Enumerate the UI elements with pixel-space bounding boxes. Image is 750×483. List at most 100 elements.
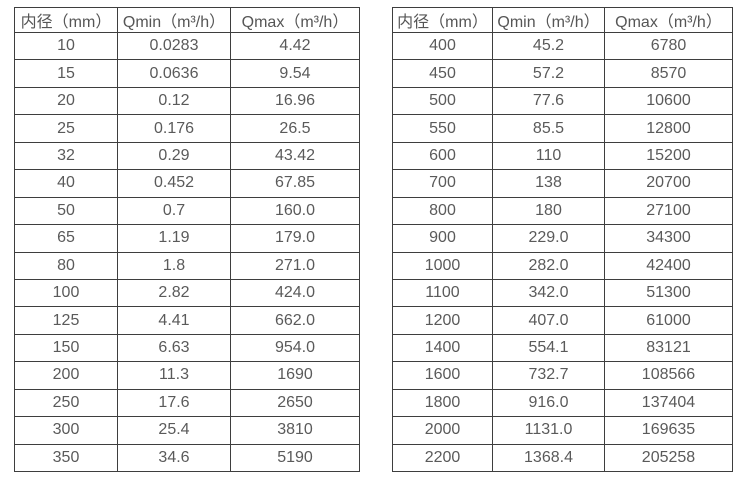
- table-row: 125 4.41 662.0: [14, 306, 360, 335]
- table-cell: 0.12: [117, 86, 231, 116]
- table-cell: 450: [392, 59, 493, 88]
- table-cell: 250: [14, 388, 118, 418]
- table-cell: 27100: [604, 196, 733, 226]
- table-cell: 25: [14, 114, 118, 143]
- column-header: 内径（mm）: [392, 7, 493, 33]
- table-cell: 50: [14, 196, 118, 226]
- table-cell: 271.0: [230, 251, 360, 280]
- table-cell: 125: [14, 306, 118, 335]
- table-row: 2000 1131.0 169635: [392, 416, 733, 445]
- table-cell: 1000: [392, 251, 493, 280]
- table-cell: 554.1: [492, 333, 605, 363]
- table-cell: 83121: [604, 333, 733, 363]
- table-cell: 300: [14, 416, 118, 445]
- table-cell: 16.96: [230, 86, 360, 116]
- table-cell: 42400: [604, 251, 733, 280]
- table-row: 1800 916.0 137404: [392, 388, 733, 418]
- table-cell: 4.42: [230, 31, 360, 61]
- table-cell: 1690: [230, 361, 360, 390]
- table-cell: 12800: [604, 114, 733, 143]
- table-cell: 1131.0: [492, 416, 605, 445]
- table-cell: 15200: [604, 141, 733, 171]
- header-row: 内径（mm） Qmin（m³/h） Qmax（m³/h）: [392, 7, 733, 33]
- table-cell: 900: [392, 224, 493, 253]
- table-row: 15 0.0636 9.54: [14, 59, 360, 88]
- table-cell: 26.5: [230, 114, 360, 143]
- table-cell: 169635: [604, 416, 733, 445]
- table-cell: 2000: [392, 416, 493, 445]
- table-cell: 57.2: [492, 59, 605, 88]
- table-cell: 4.41: [117, 306, 231, 335]
- table-row: 700 138 20700: [392, 169, 733, 198]
- table-cell: 40: [14, 169, 118, 198]
- table-row: 400 45.2 6780: [392, 31, 733, 61]
- table-row: 1200 407.0 61000: [392, 306, 733, 335]
- table-cell: 85.5: [492, 114, 605, 143]
- header-row: 内径（mm） Qmin（m³/h） Qmax（m³/h）: [14, 7, 360, 33]
- column-header: Qmin（m³/h）: [117, 7, 231, 33]
- table-row: 900 229.0 34300: [392, 224, 733, 253]
- table-cell: 6780: [604, 31, 733, 61]
- table-cell: 1368.4: [492, 443, 605, 473]
- table-row: 450 57.2 8570: [392, 59, 733, 88]
- table-cell: 67.85: [230, 169, 360, 198]
- table-cell: 1600: [392, 361, 493, 390]
- table-cell: 65: [14, 224, 118, 253]
- table-cell: 108566: [604, 361, 733, 390]
- table-cell: 2200: [392, 443, 493, 473]
- table-cell: 407.0: [492, 306, 605, 335]
- table-cell: 6.63: [117, 333, 231, 363]
- table-row: 32 0.29 43.42: [14, 141, 360, 171]
- table-cell: 8570: [604, 59, 733, 88]
- table-cell: 20700: [604, 169, 733, 198]
- table-cell: 350: [14, 443, 118, 473]
- table-row: 10 0.0283 4.42: [14, 31, 360, 61]
- table-row: 300 25.4 3810: [14, 416, 360, 445]
- column-header: Qmax（m³/h）: [604, 7, 733, 33]
- table-cell: 10: [14, 31, 118, 61]
- table-cell: 205258: [604, 443, 733, 473]
- table-cell: 9.54: [230, 59, 360, 88]
- table-cell: 20: [14, 86, 118, 116]
- table-cell: 0.0283: [117, 31, 231, 61]
- table-cell: 550: [392, 114, 493, 143]
- table-row: 100 2.82 424.0: [14, 278, 360, 308]
- table-cell: 916.0: [492, 388, 605, 418]
- table-row: 50 0.7 160.0: [14, 196, 360, 226]
- table-cell: 100: [14, 278, 118, 308]
- table-row: 250 17.6 2650: [14, 388, 360, 418]
- table-row: 150 6.63 954.0: [14, 333, 360, 363]
- table-cell: 1.8: [117, 251, 231, 280]
- table-cell: 600: [392, 141, 493, 171]
- table-cell: 15: [14, 59, 118, 88]
- column-header: 内径（mm）: [14, 7, 118, 33]
- table-cell: 1200: [392, 306, 493, 335]
- table-cell: 17.6: [117, 388, 231, 418]
- table-cell: 137404: [604, 388, 733, 418]
- table-cell: 34.6: [117, 443, 231, 473]
- table-row: 1100 342.0 51300: [392, 278, 733, 308]
- table-row: 25 0.176 26.5: [14, 114, 360, 143]
- table-cell: 150: [14, 333, 118, 363]
- table-cell: 61000: [604, 306, 733, 335]
- table-row: 500 77.6 10600: [392, 86, 733, 116]
- table-cell: 1100: [392, 278, 493, 308]
- table-cell: 954.0: [230, 333, 360, 363]
- table-row: 550 85.5 12800: [392, 114, 733, 143]
- table-cell: 3810: [230, 416, 360, 445]
- table-cell: 10600: [604, 86, 733, 116]
- table-row: 200 11.3 1690: [14, 361, 360, 390]
- table-cell: 500: [392, 86, 493, 116]
- table-row: 65 1.19 179.0: [14, 224, 360, 253]
- table-cell: 282.0: [492, 251, 605, 280]
- table-row: 1000 282.0 42400: [392, 251, 733, 280]
- table-cell: 160.0: [230, 196, 360, 226]
- table-cell: 32: [14, 141, 118, 171]
- table-cell: 0.7: [117, 196, 231, 226]
- table-row: 600 110 15200: [392, 141, 733, 171]
- table-cell: 800: [392, 196, 493, 226]
- table-cell: 0.176: [117, 114, 231, 143]
- table-cell: 0.452: [117, 169, 231, 198]
- table-cell: 5190: [230, 443, 360, 473]
- table-cell: 43.42: [230, 141, 360, 171]
